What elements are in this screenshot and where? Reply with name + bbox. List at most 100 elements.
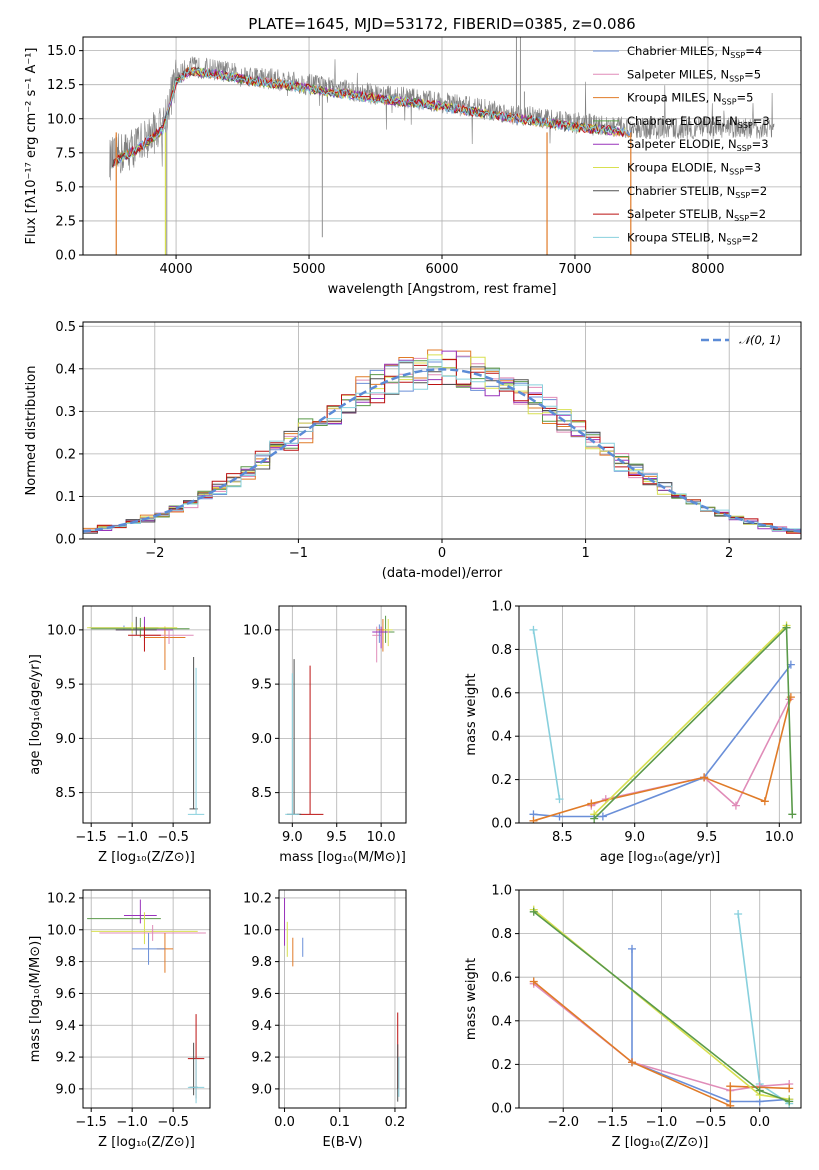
legend-entry-value: =5 — [744, 67, 761, 81]
y-tick-label: 2.5 — [55, 214, 76, 229]
mass-weight-line — [593, 625, 794, 820]
x-tick-label: −0.5 — [157, 1115, 189, 1130]
x-tick-label: 0.0 — [749, 1115, 770, 1130]
panel-weight_vs_age: 8.5 9.0 9.5 10.0 0.0 0.2 0.4 0.6 0.8 1.0 age [log₁… — [464, 600, 802, 865]
panel-age_vs_Z: −1.5 −1.0 −0.5 8.5 9.0 9.5 10.0 Z [log₁₀(Z/Z⊙)]… — [28, 605, 211, 865]
mass-weight-point — [785, 1097, 794, 1106]
legend-entry: Salpeter STELIB, NSSP=2 — [627, 207, 766, 223]
mass-weight-point — [734, 909, 743, 918]
mass-weight-point — [529, 907, 538, 916]
x-tick-label: −0.5 — [157, 830, 189, 845]
legend-entry: Salpeter MILES, NSSP=5 — [627, 67, 761, 83]
y-axis-label: mass [log₁₀(M/M⊙)] — [28, 936, 43, 1063]
legend-entry-subscript: SSP — [737, 144, 752, 153]
legend-entry-text: Salpeter MILES, N — [627, 67, 729, 81]
legend-entry: Kroupa STELIB, NSSP=2 — [627, 230, 758, 246]
panel-residuals: −2 −1 0 1 2 0.0 0.1 0.2 0.3 0.4 0.5 (data-model)/er… — [24, 320, 802, 581]
y-tick-label: 0.0 — [491, 817, 512, 832]
y-tick-label: 0.6 — [491, 971, 512, 986]
legend-entry: 𝒩(0, 1) — [739, 333, 781, 347]
y-tick-label: 9.8 — [251, 955, 272, 970]
axes-frame — [518, 605, 802, 824]
grid — [83, 890, 210, 1108]
y-axis-label: Normed distribution — [24, 366, 39, 496]
y-tick-label: 9.0 — [251, 1082, 272, 1097]
mass-weight-point — [529, 977, 538, 986]
plot-area — [109, 37, 775, 255]
y-tick-label: 10.2 — [47, 891, 76, 906]
x-tick-label: 0.2 — [385, 1115, 406, 1130]
mass-weight-point — [627, 944, 636, 953]
y-tick-label: 0.0 — [491, 1102, 512, 1117]
x-axis-label: age [log₁₀(age/yr)] — [600, 850, 721, 865]
legend-entry-value: =3 — [753, 114, 770, 128]
x-axis-label: Z [log₁₀(Z/Z⊙)] — [612, 1135, 709, 1150]
legend-entry-value: =2 — [750, 184, 767, 198]
legend-entry-value: =3 — [752, 137, 769, 151]
y-tick-label: 0.2 — [491, 1058, 512, 1073]
mass-weight-point — [788, 810, 797, 819]
y-tick-label: 9.0 — [251, 732, 272, 747]
x-tick-label: 10.0 — [765, 830, 794, 845]
legend-entry-value: =3 — [744, 161, 761, 175]
x-tick-label: −2 — [145, 546, 164, 561]
x-tick-label: 4000 — [160, 262, 193, 277]
figure-title: PLATE=1645, MJD=53172, FIBERID=0385, z=0… — [248, 15, 635, 33]
panel-spectrum: 4000 5000 6000 7000 8000 0.0 2.5 5.0 7.5 10.0 12.5… — [24, 36, 802, 297]
mass-weight-line — [533, 664, 792, 818]
x-tick-label: 0.0 — [274, 1115, 295, 1130]
y-tick-label: 0.5 — [55, 320, 76, 335]
y-tick-label: 0.4 — [491, 730, 512, 745]
mass-weight-point — [529, 625, 538, 634]
mass-weight-point — [587, 799, 596, 808]
legend-entry-text: Chabrier STELIB, N — [627, 184, 735, 198]
x-tick-label: 0.1 — [329, 1115, 350, 1130]
mass-weight-point — [598, 812, 607, 821]
plot-area — [529, 905, 794, 1108]
legend-entry-subscript: SSP — [729, 168, 744, 177]
mass-weight-point — [700, 773, 709, 782]
x-tick-label: −1.0 — [646, 1115, 678, 1130]
y-tick-label: 9.5 — [251, 678, 272, 693]
legend-entry: Chabrier ELODIE, NSSP=3 — [627, 114, 770, 130]
legend-entry-text: Kroupa MILES, N — [627, 91, 722, 105]
x-tick-label: 9.5 — [326, 830, 347, 845]
legend-entry-text: Salpeter STELIB, N — [627, 207, 734, 221]
y-axis-label: Flux [fλ10⁻¹⁷ erg cm⁻² s⁻¹ A⁻¹] — [24, 48, 39, 245]
x-axis-label: Z [log₁₀(Z/Z⊙)] — [98, 1135, 195, 1150]
y-tick-label: 9.6 — [251, 987, 272, 1002]
x-tick-label: 9.0 — [624, 830, 645, 845]
panel-age_vs_mass: 9.0 9.5 10.0 8.5 9.0 9.5 10.0 mass [log₁₀(M/M⊙)… — [243, 605, 407, 865]
x-tick-label: −1.5 — [597, 1115, 629, 1130]
mass-weight-point — [785, 1084, 794, 1093]
y-tick-label: 10.0 — [47, 923, 76, 938]
y-tick-label: 5.0 — [55, 180, 76, 195]
x-axis-label: Z [log₁₀(Z/Z⊙)] — [98, 850, 195, 865]
y-tick-label: 0.2 — [491, 773, 512, 788]
plot-area — [285, 615, 395, 815]
normal-curve-line — [83, 368, 801, 533]
y-tick-label: 15.0 — [47, 44, 76, 59]
x-axis-label: E(B-V) — [322, 1135, 362, 1150]
legend-entry-subscript: SSP — [729, 74, 744, 83]
legend-entry-subscript: SSP — [727, 237, 742, 246]
y-tick-label: 9.8 — [55, 955, 76, 970]
y-tick-label: 0.3 — [55, 405, 76, 420]
model-fit-line — [111, 67, 625, 168]
legend-entry-subscript: SSP — [735, 191, 750, 200]
x-tick-label: −1.0 — [116, 1115, 148, 1130]
y-axis-label: age [log₁₀(age/yr)] — [28, 654, 43, 775]
x-tick-label: 5000 — [292, 262, 325, 277]
y-tick-label: 7.5 — [55, 146, 76, 161]
legend-entry: Kroupa ELODIE, NSSP=3 — [627, 161, 761, 177]
plot-area — [284, 897, 400, 1102]
y-tick-label: 10.0 — [47, 623, 76, 638]
x-tick-label: 6000 — [425, 262, 458, 277]
legend-entry: Salpeter ELODIE, NSSP=3 — [627, 137, 769, 153]
y-tick-label: 0.2 — [55, 447, 76, 462]
y-tick-label: 9.5 — [55, 678, 76, 693]
x-tick-label: −2.0 — [547, 1115, 579, 1130]
plot-area — [87, 899, 206, 1104]
x-tick-label: 9.0 — [282, 830, 303, 845]
grid — [83, 606, 210, 823]
